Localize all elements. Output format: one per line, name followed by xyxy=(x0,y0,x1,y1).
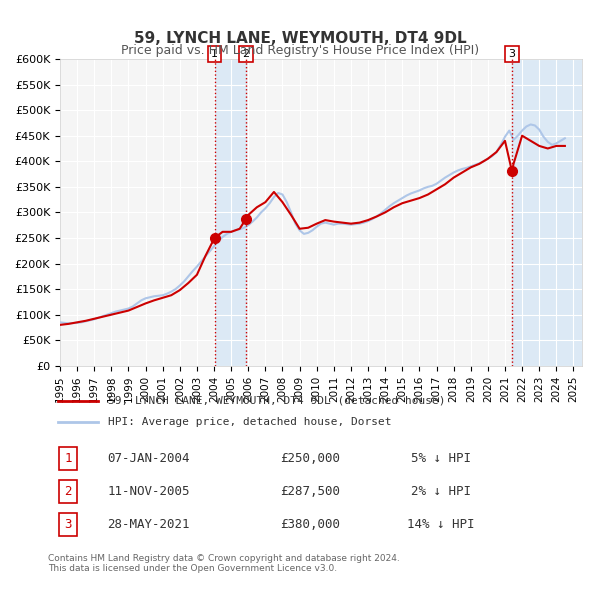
Text: HPI: Average price, detached house, Dorset: HPI: Average price, detached house, Dors… xyxy=(109,417,392,427)
Text: 1: 1 xyxy=(64,452,72,465)
Text: 3: 3 xyxy=(64,519,72,532)
Text: 2: 2 xyxy=(64,485,72,499)
Text: 07-JAN-2004: 07-JAN-2004 xyxy=(107,452,190,465)
Text: 14% ↓ HPI: 14% ↓ HPI xyxy=(407,519,475,532)
Bar xyxy=(215,59,246,366)
Text: 28-MAY-2021: 28-MAY-2021 xyxy=(107,519,190,532)
Text: 2: 2 xyxy=(242,49,250,59)
Text: 1: 1 xyxy=(211,49,218,59)
Text: Price paid vs. HM Land Registry's House Price Index (HPI): Price paid vs. HM Land Registry's House … xyxy=(121,44,479,57)
Text: £287,500: £287,500 xyxy=(280,485,340,499)
Text: Contains HM Land Registry data © Crown copyright and database right 2024.
This d: Contains HM Land Registry data © Crown c… xyxy=(48,554,400,573)
Text: 11-NOV-2005: 11-NOV-2005 xyxy=(107,485,190,499)
Text: 5% ↓ HPI: 5% ↓ HPI xyxy=(411,452,471,465)
Text: 2% ↓ HPI: 2% ↓ HPI xyxy=(411,485,471,499)
Bar xyxy=(512,59,582,366)
Text: 3: 3 xyxy=(509,49,515,59)
Text: £380,000: £380,000 xyxy=(280,519,340,532)
Text: £250,000: £250,000 xyxy=(280,452,340,465)
Text: 59, LYNCH LANE, WEYMOUTH, DT4 9DL: 59, LYNCH LANE, WEYMOUTH, DT4 9DL xyxy=(134,31,466,46)
Text: 59, LYNCH LANE, WEYMOUTH, DT4 9DL (detached house): 59, LYNCH LANE, WEYMOUTH, DT4 9DL (detac… xyxy=(109,396,446,405)
